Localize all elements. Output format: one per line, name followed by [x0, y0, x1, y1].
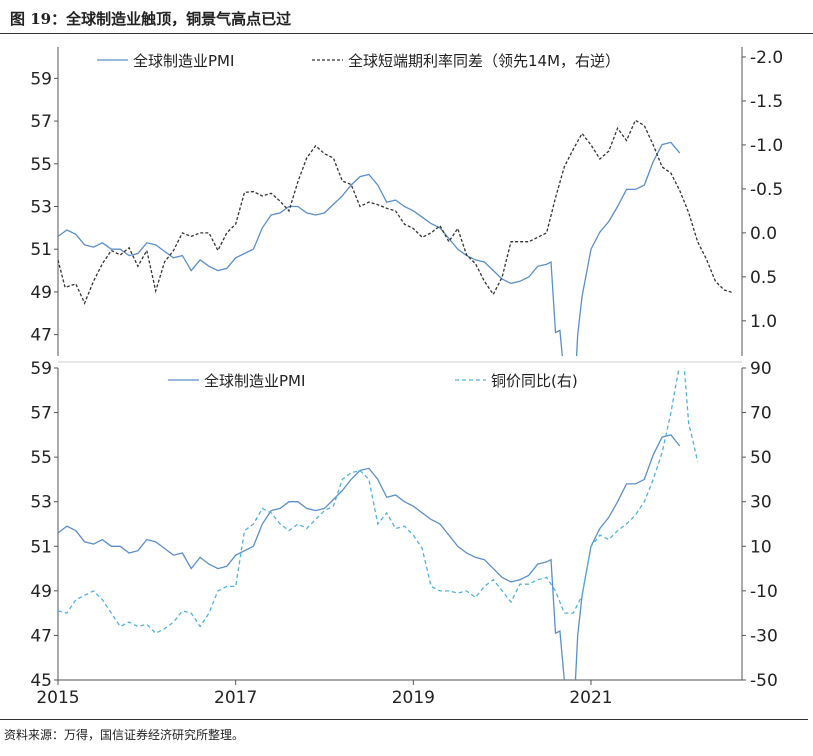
top-left-tick-label: 57 — [30, 112, 52, 132]
bottom-legend-pmi-label: 全球制造业PMI — [204, 372, 305, 390]
bottom-left-tick-label: 45 — [30, 671, 52, 691]
top-pmi-line — [58, 141, 681, 356]
bottom-left-tick-label: 57 — [30, 404, 52, 424]
top-left-tick-label: 55 — [30, 155, 52, 175]
bottom-right-tick-label: 50 — [750, 448, 772, 468]
top-right-tick-label: -1.0 — [750, 136, 783, 156]
figure-title: 图 19：全球制造业触顶，铜景气高点已过 — [10, 10, 292, 28]
top-left-tick-label: 47 — [30, 326, 52, 346]
bottom-left-tick-label: 49 — [30, 582, 52, 602]
bottom-legend-copper-label: 铜价同比(右) — [491, 372, 578, 390]
x-tick-label: 2017 — [214, 688, 257, 708]
bottom-right-tick-label: -50 — [750, 671, 778, 691]
bottom-right-tick-label: -10 — [750, 582, 778, 602]
bottom-left-tick-label: 53 — [30, 493, 52, 513]
x-tick-label: 2015 — [36, 688, 79, 708]
top-right-tick-label: -1.5 — [750, 92, 783, 112]
top-left-tick-label: 59 — [30, 69, 52, 89]
bottom-left-tick-label: 51 — [30, 537, 52, 557]
bottom-right-tick-label: -30 — [750, 626, 778, 646]
bottom-right-tick-label: 90 — [750, 359, 772, 379]
top-left-tick-label: 51 — [30, 240, 52, 260]
bottom-right-tick-label: 70 — [750, 404, 772, 424]
source-note: 资料来源：万得，国信证券经济研究所整理。 — [4, 728, 245, 742]
top-right-tick-label: 1.0 — [750, 312, 777, 332]
x-tick-label: 2019 — [392, 688, 435, 708]
top-rate-line — [58, 119, 734, 305]
bottom-divider — [0, 719, 808, 720]
top-legend-pmi-label: 全球制造业PMI — [133, 52, 234, 70]
top-right-tick-label: -2.0 — [750, 48, 783, 68]
top-right-tick-label: -0.5 — [750, 180, 783, 200]
top-right-tick-label: 0.5 — [750, 268, 777, 288]
bottom-pmi-line — [58, 434, 681, 680]
figure-title-bar: 图 19：全球制造业触顶，铜景气高点已过 — [0, 0, 813, 34]
x-tick-label: 2021 — [569, 688, 612, 708]
bottom-right-tick-label: 30 — [750, 493, 772, 513]
top-left-tick-label: 53 — [30, 198, 52, 218]
top-left-tick-label: 49 — [30, 283, 52, 303]
top-right-tick-label: 0.0 — [750, 224, 777, 244]
bottom-left-tick-label: 47 — [30, 626, 52, 646]
top-legend-rate-label: 全球短端期利率同差（领先14M，右逆） — [348, 52, 620, 70]
bottom-right-tick-label: 10 — [750, 537, 772, 557]
bottom-copper-line — [58, 368, 699, 634]
bottom-left-tick-label: 55 — [30, 448, 52, 468]
bottom-left-tick-label: 59 — [30, 359, 52, 379]
